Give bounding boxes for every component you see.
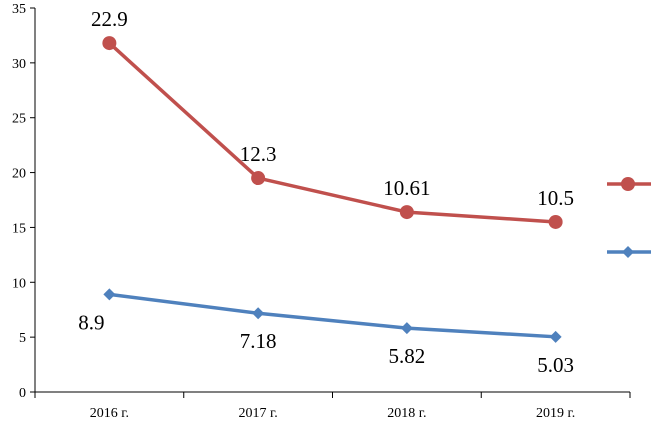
data-labels: 22.9 12.3 10.61 10.5 8.9 7.18 5.82 5.03 [78,7,574,377]
y-tick-label: 30 [12,57,26,72]
y-tick-label: 25 [12,112,26,127]
data-label: 8.9 [78,310,104,334]
data-point-circle [548,214,563,229]
series-line [109,292,556,339]
data-point-diamond [400,322,413,335]
data-label: 10.5 [537,186,574,210]
x-tick-label: 2017 г. [239,406,278,421]
y-ticks: 0 5 10 15 20 25 30 35 [12,2,35,401]
y-tick-label: 10 [12,276,26,291]
data-label: 5.03 [537,353,574,377]
legend-key-diamond [622,246,634,258]
data-label: 7.18 [240,329,277,353]
chart-legend [607,177,651,258]
data-point-diamond [549,330,562,343]
series-line [108,41,556,224]
x-tick-label: 2019 г. [536,406,575,421]
x-tick-label: 2018 г. [387,406,426,421]
data-point-circle [102,36,117,51]
y-tick-label: 35 [12,2,26,17]
data-label: 5.82 [389,344,426,368]
data-label: 10.61 [383,176,430,200]
data-point-circle [251,171,266,186]
x-ticks: 2016 г. 2017 г. 2018 г. 2019 г. [34,392,631,421]
y-tick-label: 5 [19,331,26,346]
data-point-diamond [103,288,116,301]
legend-key-circle [621,177,635,191]
data-point-diamond [252,307,265,320]
y-tick-label: 15 [12,221,26,236]
y-tick-label: 20 [12,167,26,182]
data-label: 12.3 [240,142,277,166]
chart-series [102,36,563,343]
data-point-circle [399,205,414,220]
y-tick-label: 0 [19,386,26,401]
data-label: 22.9 [91,7,128,31]
x-tick-label: 2016 г. [90,406,129,421]
